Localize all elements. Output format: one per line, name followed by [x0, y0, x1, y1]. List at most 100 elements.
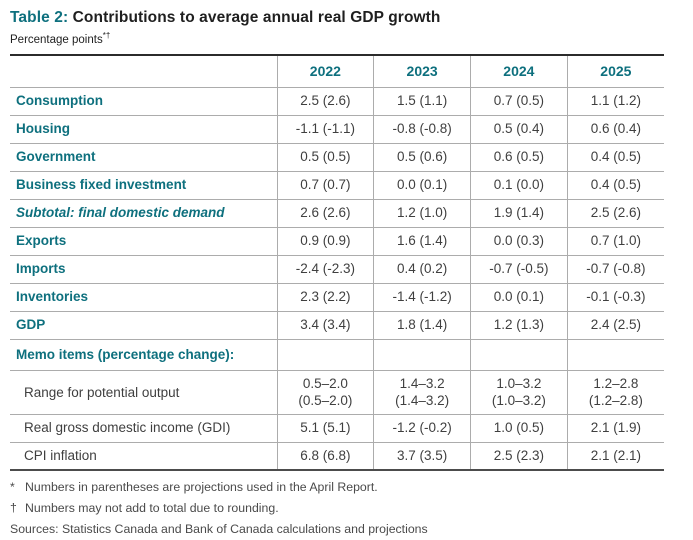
table-row: CPI inflation 6.8 (6.8) 3.7 (3.5) 2.5 (2.3)… — [10, 442, 664, 471]
row-label: Government — [10, 143, 277, 172]
cell-value: 1.2 (1.3) — [470, 311, 568, 340]
cell-value: 0.0 (0.3) — [470, 227, 568, 256]
cell-value: 2.5 (2.3) — [470, 442, 568, 471]
footnote-reference-markers: *† — [102, 31, 111, 40]
cell-value: 0.0 (0.1) — [470, 283, 568, 312]
table-title-text: Contributions to average annual real GDP… — [68, 9, 441, 26]
footnote: * Numbers in parentheses are projections… — [10, 480, 664, 494]
cell-value: 0.4 (0.2) — [373, 255, 471, 284]
cell-value: 1.1 (1.2) — [566, 87, 664, 116]
cell-value: 1.2–2.8 (1.2–2.8) — [566, 370, 664, 416]
table-row: Memo items (percentage change): — [10, 339, 664, 372]
cell-value: 0.1 (0.0) — [470, 171, 568, 200]
column-header-2022: 2022 — [276, 54, 374, 88]
cell-value: 1.0 (0.5) — [470, 414, 568, 443]
row-label: Inventories — [10, 283, 277, 312]
page-title: Table 2: Contributions to average annual… — [10, 9, 693, 27]
footnotes: * Numbers in parentheses are projections… — [10, 480, 664, 536]
footnote-text: Numbers in parentheses are projections u… — [25, 480, 378, 495]
cell-value: -0.7 (-0.8) — [566, 255, 664, 284]
table-row: Range for potential output 0.5–2.0 (0.5–2… — [10, 370, 664, 416]
cell-value: -0.1 (-0.3) — [566, 283, 664, 312]
row-label: Imports — [10, 255, 277, 284]
table-row: Housing -1.1 (-1.1) -0.8 (-0.8) 0.5 (0.4) 0.… — [10, 115, 664, 144]
row-label: Business fixed investment — [10, 171, 277, 200]
table-row: Real gross domestic income (GDI) 5.1 (5.1… — [10, 414, 664, 443]
table-row: Inventories 2.3 (2.2) -1.4 (-1.2) 0.0 (0.1)… — [10, 283, 664, 312]
cell-value: 2.1 (2.1) — [566, 442, 664, 471]
footnote-marker: † — [10, 501, 17, 516]
cell-value: 2.1 (1.9) — [566, 414, 664, 443]
cell-value: 1.5 (1.1) — [373, 87, 471, 116]
table-row: Imports -2.4 (-2.3) 0.4 (0.2) -0.7 (-0.5) -0… — [10, 255, 664, 284]
cell-value: 1.9 (1.4) — [470, 199, 568, 228]
cell-value: 0.7 (0.7) — [276, 171, 374, 200]
cell-value — [373, 339, 471, 372]
row-label: Range for potential output — [10, 370, 277, 416]
cell-value: -0.7 (-0.5) — [470, 255, 568, 284]
gdp-contributions-table: 2022 2023 2024 2025 Consumption 2.5 (2.6)… — [10, 53, 664, 472]
table-row: Exports 0.9 (0.9) 1.6 (1.4) 0.0 (0.3) 0.7 (1… — [10, 227, 664, 256]
corner-cell — [10, 54, 277, 88]
table-subtitle: Percentage points*† — [10, 31, 693, 46]
cell-value: 1.2 (1.0) — [373, 199, 471, 228]
footnote-text: Numbers may not add to total due to roun… — [25, 501, 279, 516]
cell-value: 0.5 (0.4) — [470, 115, 568, 144]
cell-value: 0.7 (0.5) — [470, 87, 568, 116]
cell-value: 3.7 (3.5) — [373, 442, 471, 471]
cell-value: 0.6 (0.5) — [470, 143, 568, 172]
cell-value: 2.6 (2.6) — [276, 199, 374, 228]
footnote-marker: * — [10, 480, 15, 495]
cell-value: 0.5–2.0 (0.5–2.0) — [276, 370, 374, 416]
cell-value: 1.4–3.2 (1.4–3.2) — [373, 370, 471, 416]
cell-value: 0.4 (0.5) — [566, 171, 664, 200]
cell-value: 0.4 (0.5) — [566, 143, 664, 172]
row-label: Subtotal: final domestic demand — [10, 199, 277, 228]
cell-value: -0.8 (-0.8) — [373, 115, 471, 144]
table-number-label: Table 2: — [10, 9, 69, 26]
cell-value: -1.2 (-0.2) — [373, 414, 471, 443]
cell-value: 0.7 (1.0) — [566, 227, 664, 256]
row-label: Memo items (percentage change): — [10, 339, 277, 372]
column-header-2023: 2023 — [373, 54, 471, 88]
units-label: Percentage points — [10, 33, 103, 46]
cell-value: 0.5 (0.5) — [276, 143, 374, 172]
cell-value: 3.4 (3.4) — [276, 311, 374, 340]
cell-value: 2.3 (2.2) — [276, 283, 374, 312]
cell-value: 0.0 (0.1) — [373, 171, 471, 200]
footnote: † Numbers may not add to total due to ro… — [10, 501, 664, 515]
row-label: Consumption — [10, 87, 277, 116]
cell-value: -2.4 (-2.3) — [276, 255, 374, 284]
cell-value: 5.1 (5.1) — [276, 414, 374, 443]
row-label: GDP — [10, 311, 277, 340]
table-row: Government 0.5 (0.5) 0.5 (0.6) 0.6 (0.5) 0.4… — [10, 143, 664, 172]
cell-value — [470, 339, 568, 372]
cell-value — [276, 339, 374, 372]
cell-value — [566, 339, 664, 372]
row-label: Housing — [10, 115, 277, 144]
row-label: Exports — [10, 227, 277, 256]
row-label: CPI inflation — [10, 442, 277, 471]
cell-value: 0.6 (0.4) — [566, 115, 664, 144]
cell-value: 2.5 (2.6) — [566, 199, 664, 228]
header-row: 2022 2023 2024 2025 — [10, 54, 664, 88]
cell-value: 2.4 (2.5) — [566, 311, 664, 340]
cell-value: 6.8 (6.8) — [276, 442, 374, 471]
column-header-2025: 2025 — [566, 54, 664, 88]
cell-value: -1.4 (-1.2) — [373, 283, 471, 312]
cell-value: -1.1 (-1.1) — [276, 115, 374, 144]
row-label: Real gross domestic income (GDI) — [10, 414, 277, 443]
cell-value: 2.5 (2.6) — [276, 87, 374, 116]
cell-value: 1.6 (1.4) — [373, 227, 471, 256]
table-row: Consumption 2.5 (2.6) 1.5 (1.1) 0.7 (0.5) 1.… — [10, 87, 664, 116]
table-row: GDP 3.4 (3.4) 1.8 (1.4) 1.2 (1.3) 2.4 (2.5) — [10, 311, 664, 340]
table-row: Business fixed investment 0.7 (0.7) 0.0 (0… — [10, 171, 664, 200]
cell-value: 1.0–3.2 (1.0–3.2) — [470, 370, 568, 416]
cell-value: 0.9 (0.9) — [276, 227, 374, 256]
table-row: Subtotal: final domestic demand 2.6 (2.6)… — [10, 199, 664, 228]
table-body: Consumption 2.5 (2.6) 1.5 (1.1) 0.7 (0.5) 1.… — [10, 87, 664, 471]
sources-line: Sources: Statistics Canada and Bank of C… — [10, 522, 428, 537]
cell-value: 0.5 (0.6) — [373, 143, 471, 172]
cell-value: 1.8 (1.4) — [373, 311, 471, 340]
